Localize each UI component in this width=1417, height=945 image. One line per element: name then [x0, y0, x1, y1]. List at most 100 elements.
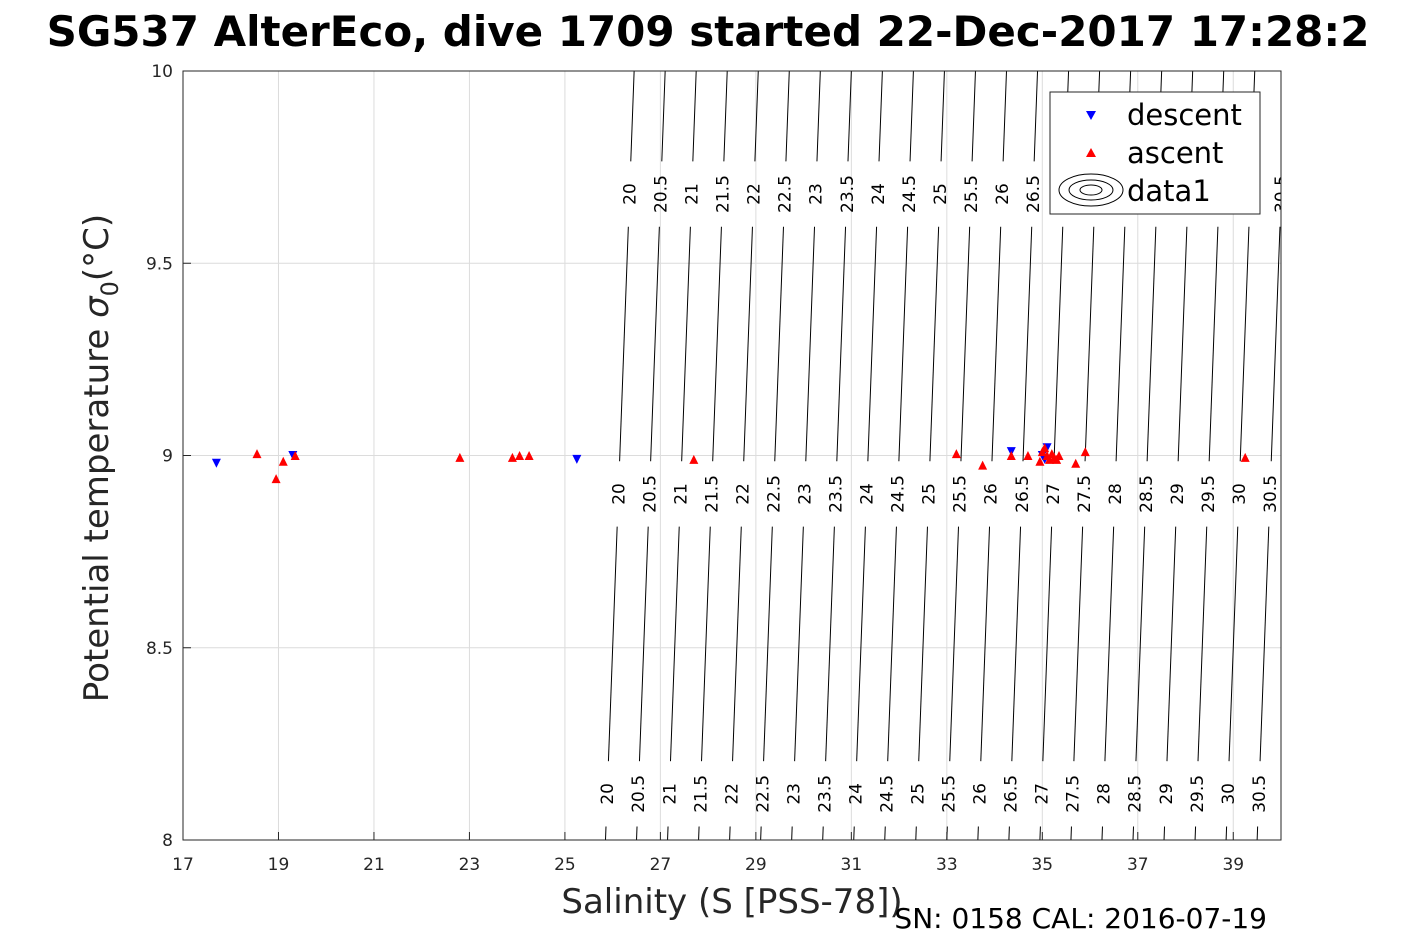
density-contour-segment: [692, 71, 697, 162]
density-contour: 30.5 30.5 30.5: [1250, 175, 1292, 840]
density-contour-label: 24.5: [889, 475, 909, 513]
density-contour-segment: [607, 526, 618, 762]
density-contour-segment: [856, 526, 866, 762]
ascent-marker: [1040, 443, 1050, 453]
density-contour-label: 22.5: [765, 475, 785, 513]
density-contour-label: 22: [722, 783, 742, 805]
density-contour-segment: [1053, 226, 1064, 462]
density-contour: 21.5 21.5 21.5: [691, 71, 734, 840]
density-contour-segment: [1073, 526, 1084, 762]
density-contour: 29.529.529.5: [1188, 71, 1230, 840]
density-contour-segment: [701, 526, 711, 762]
x-tick-label: 23: [459, 855, 481, 875]
density-contour-label: 20.5: [640, 475, 660, 513]
legend-ascent-label: ascent: [1127, 136, 1223, 170]
x-tick-label: 17: [172, 855, 194, 875]
density-contour-label: 22.5: [753, 775, 773, 813]
density-contour-segment: [1228, 526, 1239, 762]
density-contour-segment: [816, 71, 821, 162]
y-axis-label-unit: (°C): [77, 214, 117, 281]
descent-marker: [572, 454, 582, 464]
density-contour-label: 27.5: [1075, 475, 1095, 513]
density-contour-label: 30.5: [1272, 175, 1292, 213]
ascent-marker: [1054, 451, 1064, 460]
ascent-marker: [951, 449, 961, 459]
density-contour-segment: [878, 71, 883, 162]
ascent-marker: [252, 449, 262, 459]
density-contour-label: 27: [1044, 483, 1064, 505]
density-contour-segment: [1042, 526, 1053, 762]
density-contour-segment: [1070, 826, 1072, 840]
density-contour-segment: [712, 226, 722, 462]
density-contour-label: 24: [858, 483, 878, 505]
density-contour-label: 28.5: [1137, 475, 1157, 513]
density-contour-label: 21: [660, 783, 680, 805]
ascent-marker: [1035, 456, 1045, 466]
density-contour-segment: [1259, 526, 1270, 762]
ascent-marker: [271, 474, 281, 484]
density-contour-segment: [825, 526, 835, 762]
ascent-marker: [1071, 458, 1081, 468]
density-contour: 23 23 23: [784, 71, 827, 840]
serial-calibration-footer: SN: 0158 CAL: 2016-07-19: [894, 902, 1267, 935]
density-contour-label: 21.5: [702, 475, 722, 513]
density-contour-label: 27: [1033, 783, 1053, 805]
y-axis-label-sigma: σ: [77, 295, 117, 318]
density-contour-label: 23.5: [815, 775, 835, 813]
density-contour-label: 26.5: [1024, 175, 1044, 213]
density-contour-segment: [847, 71, 852, 162]
density-contour-label: 26: [982, 483, 1002, 505]
density-contour-label: 28: [1095, 783, 1115, 805]
x-axis-label: Salinity (S [PSS-78]): [561, 882, 902, 922]
density-contour-label: 25.5: [940, 775, 960, 813]
x-tick-label: 27: [650, 855, 672, 875]
legend-box: [1049, 91, 1261, 215]
density-contour-label: 29: [1168, 483, 1188, 505]
density-contour-segment: [1197, 526, 1208, 762]
ascent-marker: [524, 451, 534, 460]
density-contour-segment: [867, 226, 878, 462]
density-contour-segment: [791, 826, 793, 840]
density-contour-label: 26: [993, 183, 1013, 205]
x-tick-label: 39: [1222, 855, 1244, 875]
x-tick-label: 29: [745, 855, 767, 875]
ascent-marker: [689, 454, 699, 464]
density-contour-segment: [785, 71, 790, 162]
density-contour: 26.5 26.5 26.5: [1002, 71, 1044, 840]
density-contour-segment: [1011, 526, 1022, 762]
density-contour-label: 21.5: [691, 775, 711, 813]
density-contour-segment: [774, 226, 784, 462]
density-contour-segment: [898, 226, 909, 462]
y-tick-label: 9.5: [146, 254, 173, 274]
density-contour-label: 30.5: [1261, 475, 1281, 513]
density-contour: 25.5 25.5 25.5: [940, 71, 982, 840]
density-contour-segment: [1132, 826, 1135, 840]
density-contour-segment: [723, 71, 728, 162]
density-contour-segment: [1104, 526, 1115, 762]
x-tick-label: 25: [554, 855, 576, 875]
density-contour-label: 23.5: [838, 175, 858, 213]
x-tick-label: 31: [841, 855, 863, 875]
density-contour-segment: [681, 226, 691, 462]
y-axis-ticks: 8 8.5 9 9.5 10: [146, 62, 191, 851]
y-axis-label: Potential temperature σ0(°C): [77, 214, 124, 702]
density-contour-segment: [915, 826, 917, 840]
density-contour-segment: [805, 226, 816, 462]
ascent-marker: [278, 456, 288, 466]
density-contour-segment: [760, 826, 762, 840]
legend-descent-label: descent: [1127, 98, 1242, 132]
density-contour-label: 30: [1219, 783, 1239, 805]
density-contour-segment: [638, 526, 649, 762]
density-contour-label: 30: [1230, 483, 1250, 505]
density-contour-label: 28.5: [1126, 775, 1146, 813]
density-contour-segment: [980, 526, 991, 762]
density-contour-label: 26: [971, 783, 991, 805]
density-contour-label: 20.5: [652, 175, 672, 213]
ascent-marker: [1023, 451, 1033, 460]
density-contour-label: 29: [1157, 783, 1177, 805]
density-contour-segment: [822, 826, 824, 840]
density-contour-segment: [1239, 226, 1250, 462]
density-contour-label: 23.5: [827, 475, 847, 513]
x-tick-label: 37: [1127, 855, 1149, 875]
